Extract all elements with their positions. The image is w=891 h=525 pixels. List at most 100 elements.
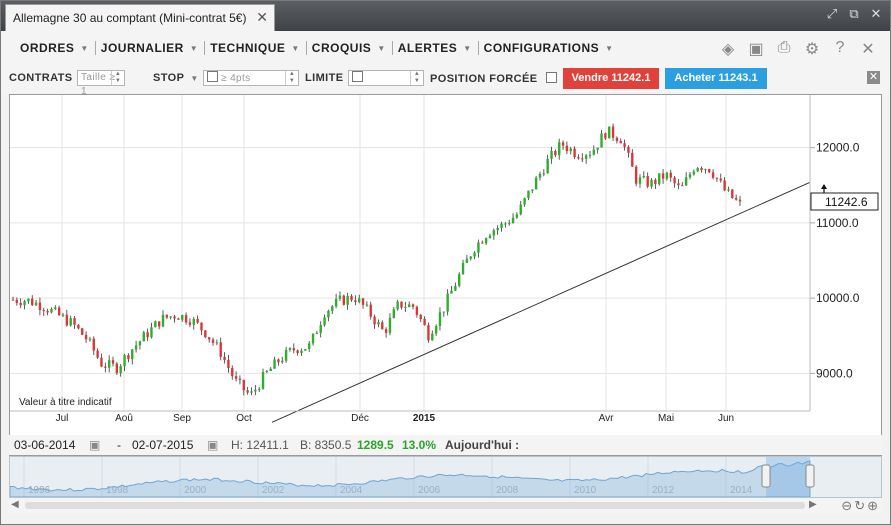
gear-icon[interactable]: ⚙ bbox=[804, 41, 820, 58]
candle-body bbox=[384, 329, 388, 333]
fullscreen-icon[interactable]: ⤢ bbox=[826, 6, 838, 21]
range-navigator[interactable]: 1996 1998 2000 2002 2004 2006 2008 2010 2012 2014 bbox=[9, 456, 882, 498]
candle-body bbox=[554, 151, 557, 156]
change-percent: 13.0% bbox=[402, 438, 437, 452]
candle-body bbox=[565, 145, 569, 152]
popout-icon[interactable]: ⧉ bbox=[849, 6, 859, 21]
trendline[interactable] bbox=[271, 181, 811, 423]
navigator-left-handle[interactable] bbox=[761, 464, 771, 488]
y-tick-label: 11000.0 bbox=[816, 216, 859, 230]
image-icon[interactable]: ▣ bbox=[748, 41, 764, 58]
y-tick-label: 12000.0 bbox=[816, 141, 860, 155]
candle-body bbox=[311, 333, 315, 344]
x-tick-label: Avr bbox=[599, 413, 614, 424]
candle-body bbox=[419, 314, 422, 319]
navigator-history-line bbox=[10, 460, 811, 497]
x-tick-label: Oct bbox=[236, 413, 252, 424]
help-icon[interactable]: ? bbox=[835, 39, 845, 56]
candle-body bbox=[96, 350, 99, 358]
limit-checkbox[interactable] bbox=[352, 71, 363, 82]
candle-body bbox=[627, 146, 630, 153]
navigator-right-handle[interactable] bbox=[805, 464, 815, 488]
window-buttons: ⤢ ⧉ ✕ bbox=[824, 6, 884, 22]
limit-input[interactable]: ▲ ▼ bbox=[348, 70, 424, 86]
navigator-selection[interactable] bbox=[766, 457, 810, 497]
end-date[interactable]: 02-07-2015 bbox=[132, 438, 194, 452]
candle-body bbox=[334, 298, 338, 307]
candle-body bbox=[273, 359, 276, 369]
zoom-in-icon[interactable]: ⊕ bbox=[867, 498, 878, 513]
candle-body bbox=[257, 388, 261, 390]
navigator-year-label: 2006 bbox=[418, 485, 441, 496]
candle-body bbox=[642, 175, 646, 178]
limit-stepper[interactable]: ▲ ▼ bbox=[410, 71, 423, 85]
navigator-year-label: 2010 bbox=[574, 485, 597, 496]
calendar-icon[interactable]: ▣ bbox=[89, 438, 101, 452]
stop-label[interactable]: STOP ▼ bbox=[153, 72, 199, 84]
size-stepper[interactable]: ▲ ▼ bbox=[111, 71, 124, 85]
scroll-right-icon[interactable]: ▶ bbox=[809, 499, 817, 510]
candle-body bbox=[727, 189, 730, 191]
zoom-out-icon[interactable]: ⊖ bbox=[841, 498, 853, 513]
candle-body bbox=[150, 327, 153, 338]
menu-bar: ORDRES ▼ JOURNALIER ▼ TECHNIQUE ▼ CROQUIS ▼ … bbox=[1, 31, 890, 65]
menu-alertes[interactable]: ALERTES ▼ bbox=[393, 41, 479, 55]
candle-body bbox=[123, 355, 126, 367]
order-bar-close-icon[interactable]: ✕ bbox=[867, 71, 880, 84]
candle-body bbox=[719, 178, 722, 181]
navigator-svg[interactable]: 1996 1998 2000 2002 2004 2006 2008 2010 2012 2014 bbox=[10, 457, 881, 497]
horizontal-scrollbar[interactable]: ◀ ▶ bbox=[9, 498, 882, 514]
sell-button[interactable]: Vendre 11242.1 bbox=[563, 68, 659, 89]
candle-body bbox=[242, 379, 245, 391]
candle-body bbox=[57, 307, 61, 316]
candle-body bbox=[269, 368, 272, 372]
print-icon[interactable]: ⎙ bbox=[777, 39, 791, 56]
stop-input[interactable]: ≥ 4pts ▲ ▼ bbox=[203, 70, 299, 86]
close-window-icon[interactable]: ✕ bbox=[870, 6, 882, 21]
candle-body bbox=[127, 355, 130, 360]
candle-body bbox=[492, 230, 496, 236]
reset-zoom-icon[interactable]: ↻ bbox=[854, 498, 866, 513]
candle-body bbox=[527, 190, 530, 199]
candle-body bbox=[584, 155, 588, 159]
candle-body bbox=[454, 285, 457, 291]
close-icon[interactable]: ✕ bbox=[861, 41, 875, 58]
forced-position-checkbox[interactable] bbox=[545, 72, 557, 83]
candle-body bbox=[319, 325, 322, 333]
candle-body bbox=[504, 223, 507, 225]
scroll-left-icon[interactable]: ◀ bbox=[11, 499, 19, 510]
menu-journalier[interactable]: JOURNALIER ▼ bbox=[96, 41, 206, 55]
x-tick-label: Déc bbox=[351, 413, 369, 424]
candle-body bbox=[134, 345, 138, 350]
calendar-icon[interactable]: ▣ bbox=[207, 438, 219, 452]
size-input[interactable]: Taille ≥ 1 ▲ ▼ bbox=[77, 70, 125, 97]
menu-ordres[interactable]: ORDRES ▼ bbox=[15, 41, 96, 55]
stop-stepper[interactable]: ▲ ▼ bbox=[285, 71, 298, 85]
navigator-year-label: 2008 bbox=[496, 485, 519, 496]
chart-svg[interactable]: 12000.0 11000.0 10000.0 9000.0 Jul Aoû Sep Oct… bbox=[10, 95, 881, 455]
candle-body bbox=[23, 301, 26, 306]
candle-body bbox=[592, 149, 596, 155]
scroll-track[interactable] bbox=[25, 502, 805, 509]
instrument-tab[interactable]: Allemagne 30 au comptant (Mini-contrat 5… bbox=[5, 4, 275, 31]
candle-body bbox=[711, 172, 715, 178]
candle-body bbox=[519, 204, 522, 215]
candle-body bbox=[31, 298, 34, 306]
menu-technique[interactable]: TECHNIQUE ▼ bbox=[205, 41, 307, 55]
candle-body bbox=[450, 290, 453, 294]
tab-close-icon[interactable]: ✕ bbox=[256, 9, 268, 25]
menu-croquis[interactable]: CROQUIS ▼ bbox=[307, 41, 393, 55]
layers-icon[interactable]: ◈ bbox=[721, 41, 735, 58]
menu-configurations[interactable]: CONFIGURATIONS ▼ bbox=[483, 41, 614, 55]
start-date[interactable]: 03-06-2014 bbox=[14, 438, 76, 452]
candle-body bbox=[192, 318, 195, 325]
candle-body bbox=[207, 337, 211, 340]
candle-body bbox=[415, 306, 419, 315]
candle-body bbox=[484, 238, 488, 244]
price-chart[interactable]: 12000.0 11000.0 10000.0 9000.0 Jul Aoû Sep Oct… bbox=[9, 94, 882, 456]
candle-body bbox=[477, 242, 480, 253]
candle-body bbox=[600, 133, 603, 148]
stop-checkbox[interactable] bbox=[207, 71, 218, 82]
buy-button[interactable]: Acheter 11243.1 bbox=[665, 68, 767, 89]
candle-body bbox=[261, 372, 265, 389]
